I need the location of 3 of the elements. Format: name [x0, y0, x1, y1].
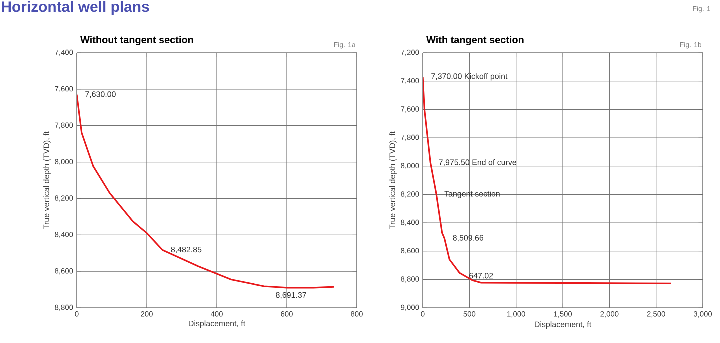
chart-title: With tangent section [426, 36, 524, 46]
text: Horizontal well plans [2, 1, 150, 16]
chart-title: Without tangent section [80, 36, 194, 46]
